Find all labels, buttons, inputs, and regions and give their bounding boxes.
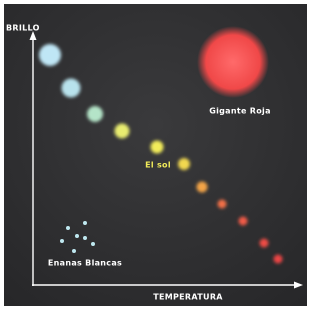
dwarf <box>83 221 87 225</box>
red-giant <box>197 26 269 98</box>
white-dwarfs-label: Enanas Blancas <box>48 259 122 268</box>
dwarf <box>66 226 70 230</box>
red-giant-label: Gigante Roja <box>209 107 271 116</box>
dwarf <box>60 239 64 243</box>
star <box>260 239 269 248</box>
star <box>239 217 248 226</box>
star <box>115 124 130 139</box>
sun-label: El sol <box>145 161 171 170</box>
dwarf <box>91 242 95 246</box>
star <box>62 79 81 98</box>
x-axis-label: TEMPERATURA <box>153 293 223 302</box>
star <box>218 200 227 209</box>
dwarf <box>83 236 87 240</box>
dwarf <box>72 249 76 253</box>
star <box>39 44 61 66</box>
page: {"axes": {"y_label": "BRILLO", "x_label"… <box>0 0 311 310</box>
star <box>151 141 164 154</box>
star <box>178 158 190 170</box>
y-axis-label: BRILLO <box>6 24 40 33</box>
star <box>87 106 103 122</box>
dwarf <box>75 234 79 238</box>
star <box>197 182 208 193</box>
diagram: BRILLO TEMPERATURA Gigante Roja El sol E… <box>0 0 311 310</box>
star <box>274 255 283 264</box>
